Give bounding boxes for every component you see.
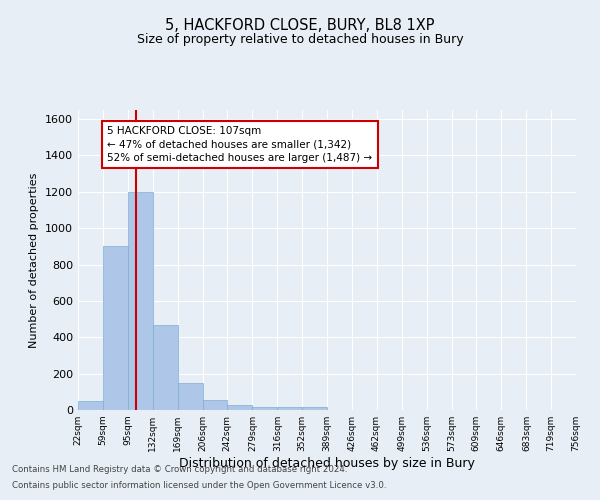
Text: 5, HACKFORD CLOSE, BURY, BL8 1XP: 5, HACKFORD CLOSE, BURY, BL8 1XP	[165, 18, 435, 32]
Bar	[277, 408, 302, 410]
X-axis label: Distribution of detached houses by size in Bury: Distribution of detached houses by size …	[179, 457, 475, 470]
Text: Size of property relative to detached houses in Bury: Size of property relative to detached ho…	[137, 32, 463, 46]
Text: Contains public sector information licensed under the Open Government Licence v3: Contains public sector information licen…	[12, 480, 386, 490]
Bar	[128, 192, 152, 410]
Bar	[203, 400, 227, 410]
Bar	[253, 406, 277, 410]
Bar	[78, 401, 103, 410]
Bar	[152, 324, 178, 410]
Bar	[178, 382, 203, 410]
Bar	[227, 406, 253, 410]
Bar	[103, 246, 128, 410]
Text: Contains HM Land Registry data © Crown copyright and database right 2024.: Contains HM Land Registry data © Crown c…	[12, 466, 347, 474]
Text: 5 HACKFORD CLOSE: 107sqm
← 47% of detached houses are smaller (1,342)
52% of sem: 5 HACKFORD CLOSE: 107sqm ← 47% of detach…	[107, 126, 372, 163]
Y-axis label: Number of detached properties: Number of detached properties	[29, 172, 40, 348]
Bar	[302, 408, 327, 410]
